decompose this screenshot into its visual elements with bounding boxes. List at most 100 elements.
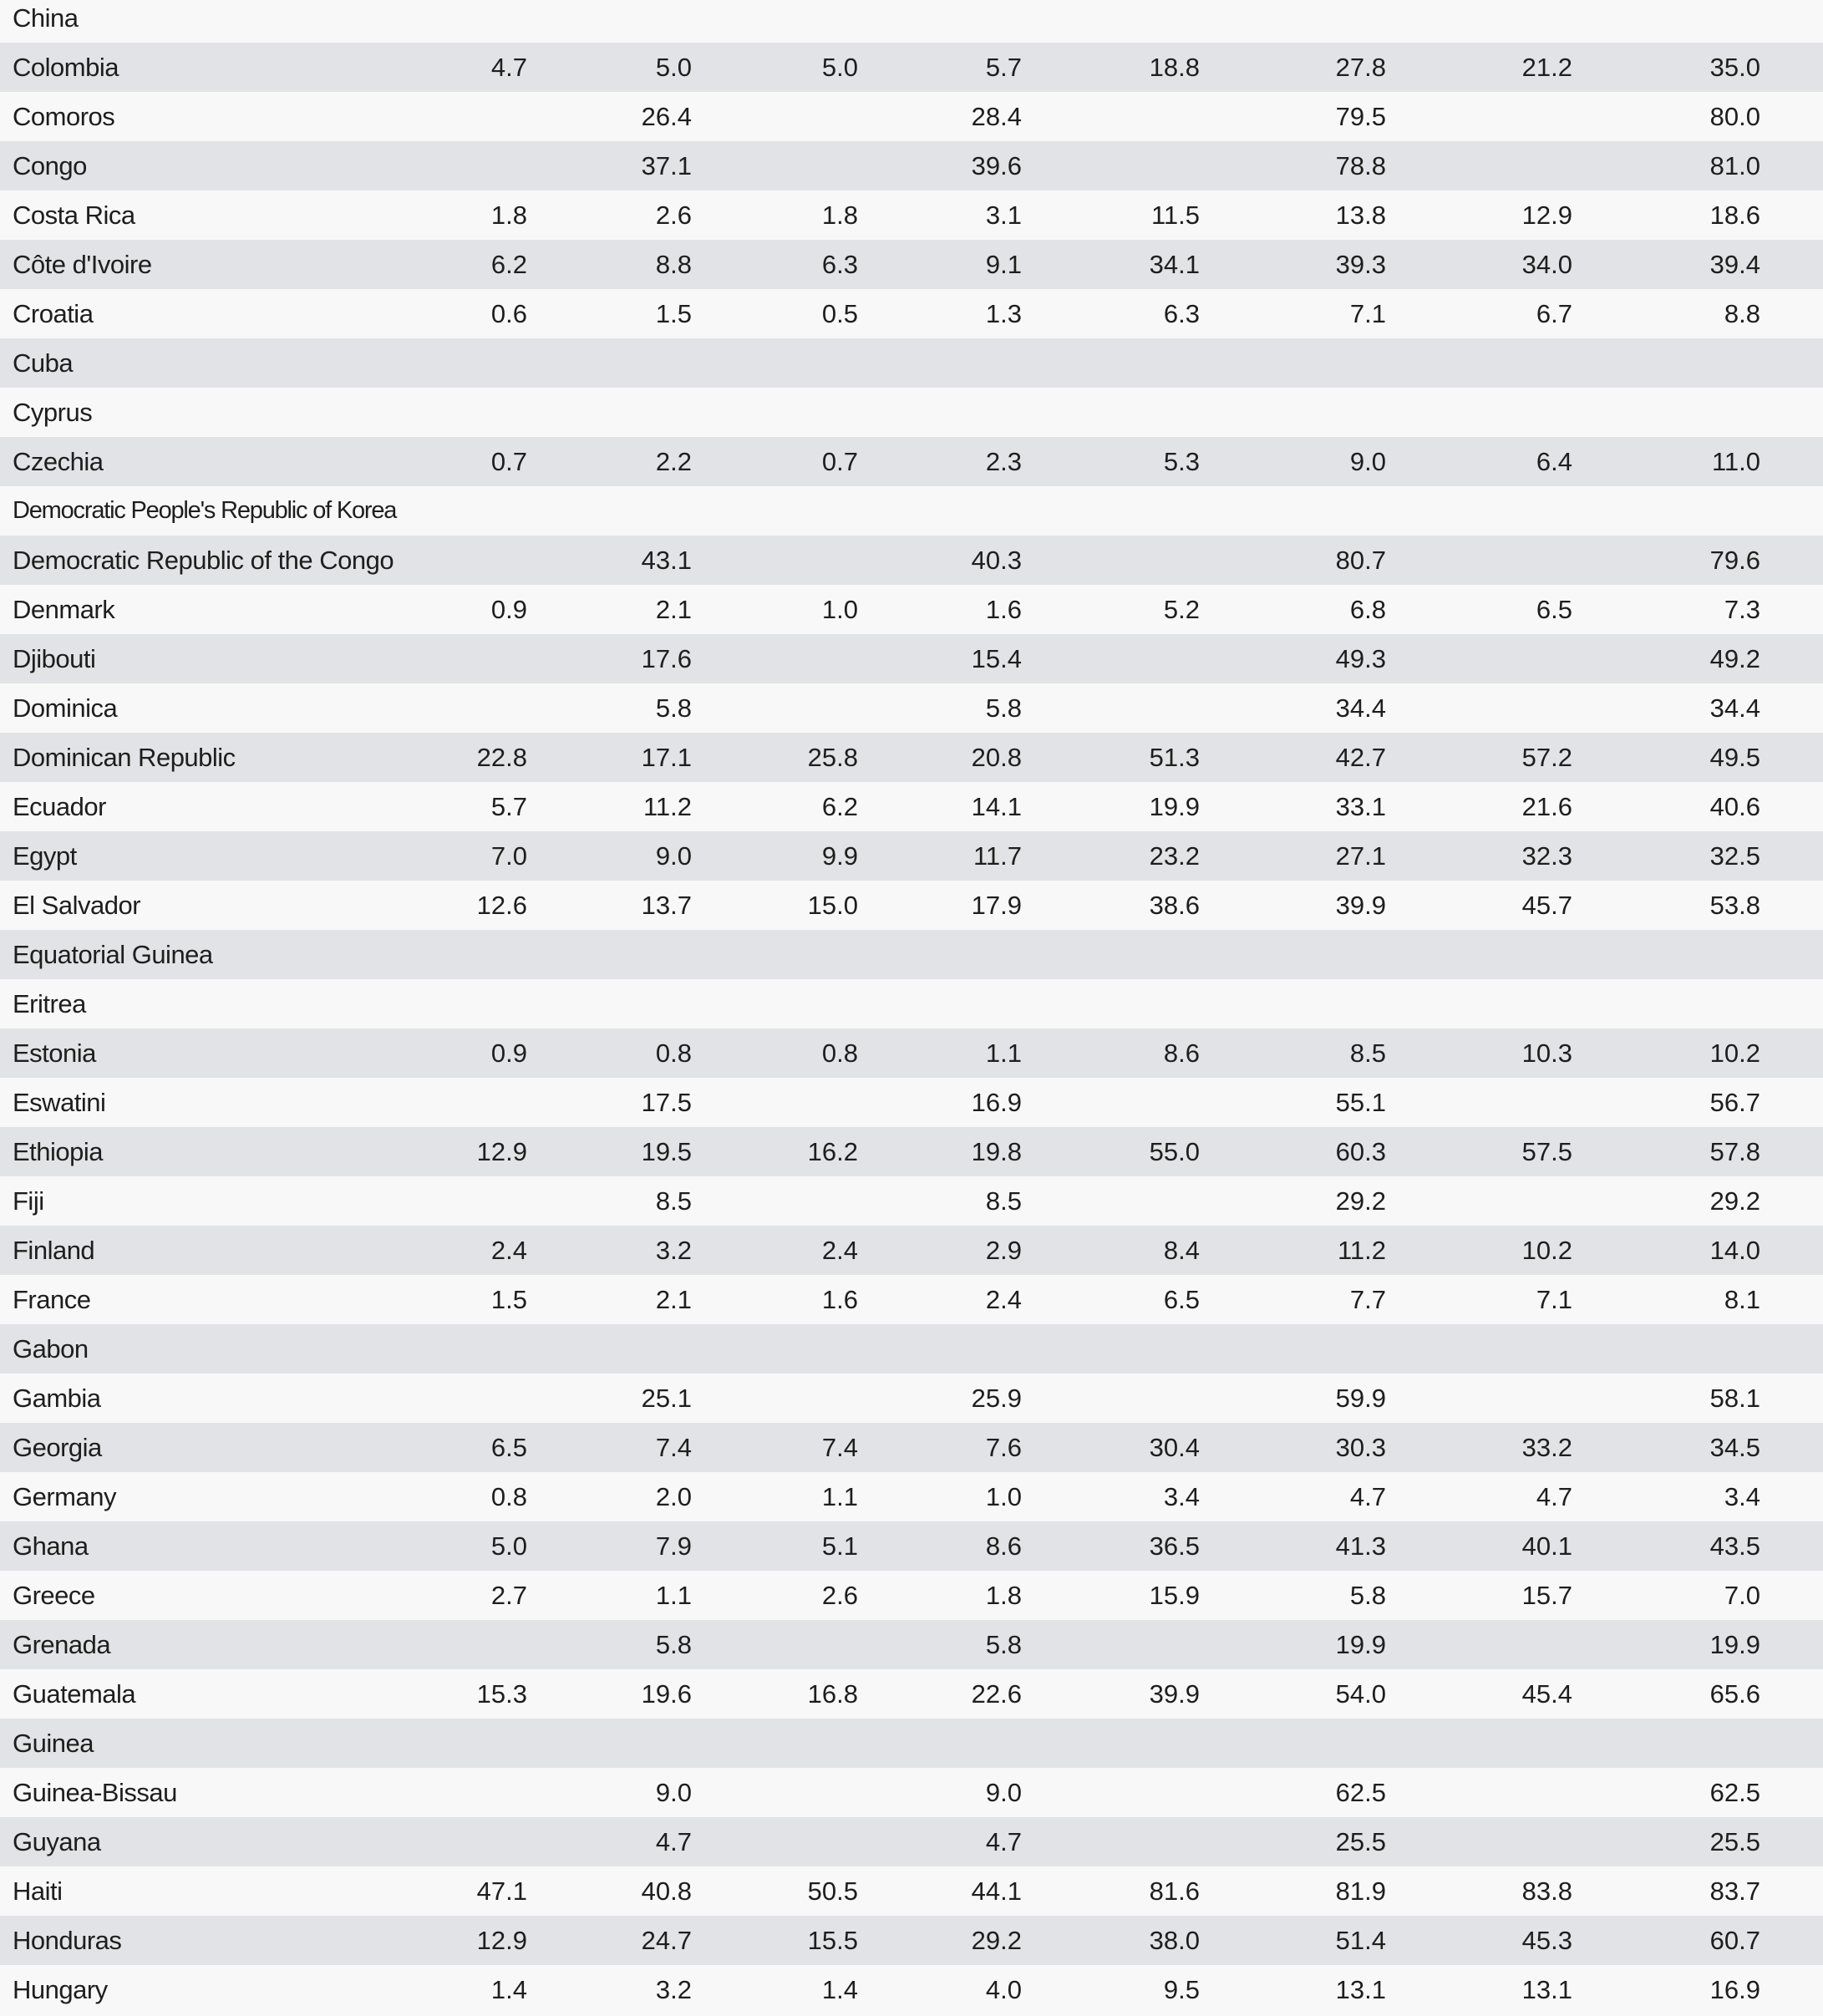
table-cell-col-2: 3.2 [655,1236,692,1265]
table-cell-col-4: 19.8 [971,1137,1022,1166]
table-cell-col-3: 1.1 [821,1482,858,1511]
table-cell-col-8: 11.0 [1711,447,1760,476]
table-cell-col-6: 42.7 [1335,743,1386,772]
table-cell-col-2: 9.0 [655,841,692,871]
table-cell-col-5: 8.6 [1163,1038,1200,1068]
table-cell-col-5: 19.9 [1149,792,1200,821]
table-cell-col-5: 34.1 [1149,250,1200,279]
table-cell-col-5: 23.2 [1149,841,1200,871]
table-cell-col-7: 57.5 [1521,1137,1572,1166]
table-cell-col-5: 36.5 [1149,1531,1200,1561]
table-cell-col-3: 0.8 [821,1038,858,1068]
table-row: Dominican Republic 22.8 17.1 25.8 20.8 51.3 42… [0,733,1823,782]
table-cell-col-6: 81.9 [1335,1876,1386,1906]
table-cell-col-7: 45.7 [1521,891,1572,920]
table-row: Democratic People's Republic of Korea [0,486,1823,536]
table-row: Democratic Republic of the Congo 43.1 40.3… [0,536,1823,585]
table-cell-col-6: 27.1 [1335,841,1386,871]
table-cell-col-8: 83.7 [1709,1876,1760,1906]
table-cell-col-4: 5.8 [985,1630,1022,1659]
table-cell-col-2: 2.1 [655,595,692,624]
table-cell-col-6: 59.9 [1335,1384,1386,1413]
country-name: Ethiopia [13,1137,104,1166]
table-cell-col-2: 0.8 [655,1038,692,1068]
table-row: Georgia 6.5 7.4 7.4 7.6 30.4 30.3 33.2 34.5 [0,1423,1823,1472]
table-row: Croatia 0.6 1.5 0.5 1.3 6.3 7.1 6.7 8.8 [0,289,1823,338]
table-cell-col-6: 8.5 [1349,1038,1386,1068]
table-cell-col-2: 37.1 [641,151,692,180]
table-cell-col-3: 6.3 [821,250,858,279]
table-cell-col-3: 1.4 [821,1975,858,2004]
table-cell-col-6: 39.3 [1335,250,1386,279]
table-row: France 1.5 2.1 1.6 2.4 6.5 7.7 7.1 8.1 [0,1275,1823,1324]
table-cell-col-1: 15.3 [476,1679,527,1709]
table-cell-col-4: 16.9 [971,1088,1022,1117]
table-row: Finland 2.4 3.2 2.4 2.9 8.4 11.2 10.2 14.0 [0,1226,1823,1275]
country-name: Ghana [13,1531,89,1561]
table-cell-col-8: 57.8 [1709,1137,1760,1166]
table-cell-col-6: 79.5 [1335,102,1386,131]
table-cell-col-8: 19.9 [1709,1630,1760,1659]
table-cell-col-6: 51.4 [1335,1926,1386,1955]
table-cell-col-8: 56.7 [1709,1088,1760,1117]
table-row: Guatemala 15.3 19.6 16.8 22.6 39.9 54.0 45.4 65.… [0,1669,1823,1719]
country-name: Djibouti [13,644,96,673]
table-cell-col-2: 26.4 [641,102,692,131]
table-cell-col-4: 8.5 [985,1186,1022,1216]
table-cell-col-7: 33.2 [1521,1433,1572,1462]
table-cell-col-4: 14.1 [971,792,1022,821]
table-cell-col-2: 7.9 [655,1531,692,1561]
table-cell-col-3: 25.8 [807,743,858,772]
table-cell-col-8: 43.5 [1709,1531,1760,1561]
table-cell-col-1: 1.4 [490,1975,527,2004]
table-cell-col-2: 5.8 [655,1630,692,1659]
table-cell-col-4: 39.6 [971,151,1022,180]
table-cell-col-2: 2.6 [655,201,692,230]
table-cell-col-3: 15.5 [807,1926,858,1955]
table-cell-col-4: 20.8 [971,743,1022,772]
table-cell-col-7: 21.2 [1521,53,1572,82]
table-cell-col-3: 5.0 [821,53,858,82]
table-cell-col-4: 7.6 [985,1433,1022,1462]
table-cell-col-2: 17.6 [641,644,692,673]
table-row: Greece 2.7 1.1 2.6 1.8 15.9 5.8 15.7 7.0 [0,1571,1823,1620]
table-cell-col-3: 16.2 [807,1137,858,1166]
table-cell-col-8: 80.0 [1709,102,1760,131]
table-row: Ghana 5.0 7.9 5.1 8.6 36.5 41.3 40.1 43.5 [0,1521,1823,1571]
table-cell-col-2: 2.0 [655,1482,692,1511]
table-row: Cyprus [0,388,1823,437]
table-cell-col-4: 17.9 [971,891,1022,920]
table-row: Colombia 4.7 5.0 5.0 5.7 18.8 27.8 21.2 35.0 [0,43,1823,92]
table-cell-col-5: 15.9 [1149,1581,1200,1610]
table-cell-col-2: 9.0 [655,1778,692,1807]
table-row: Dominica 5.8 5.8 34.4 34.4 [0,683,1823,733]
country-name: Congo [13,151,87,180]
table-row: Djibouti 17.6 15.4 49.3 49.2 [0,634,1823,683]
table-cell-col-8: 62.5 [1709,1778,1760,1807]
table-cell-col-1: 47.1 [476,1876,527,1906]
table-cell-col-6: 60.3 [1335,1137,1386,1166]
table-cell-col-8: 34.4 [1709,693,1760,723]
country-name: Guatemala [13,1679,136,1709]
table-cell-col-7: 12.9 [1521,201,1572,230]
table-cell-col-4: 29.2 [971,1926,1022,1955]
table-cell-col-7: 45.3 [1521,1926,1572,1955]
table-cell-col-7: 13.1 [1521,1975,1572,2004]
country-name: Germany [13,1482,116,1511]
table-cell-col-1: 12.9 [476,1926,527,1955]
table-cell-col-6: 34.4 [1335,693,1386,723]
table-cell-col-3: 16.8 [807,1679,858,1709]
table-cell-col-3: 2.4 [821,1236,858,1265]
table-cell-col-6: 19.9 [1335,1630,1386,1659]
table-cell-col-6: 39.9 [1335,891,1386,920]
country-name: Colombia [13,53,119,82]
table-cell-col-5: 6.5 [1163,1285,1200,1314]
table-cell-col-6: 33.1 [1335,792,1386,821]
table-cell-col-6: 4.7 [1349,1482,1386,1511]
table-cell-col-7: 21.6 [1521,792,1572,821]
table-cell-col-4: 11.7 [972,841,1022,871]
table-row: Haiti 47.1 40.8 50.5 44.1 81.6 81.9 83.8 83.7 [0,1866,1823,1916]
table-row: Honduras 12.9 24.7 15.5 29.2 38.0 51.4 45.3 60.7 [0,1916,1823,1965]
table-cell-col-4: 15.4 [971,644,1022,673]
